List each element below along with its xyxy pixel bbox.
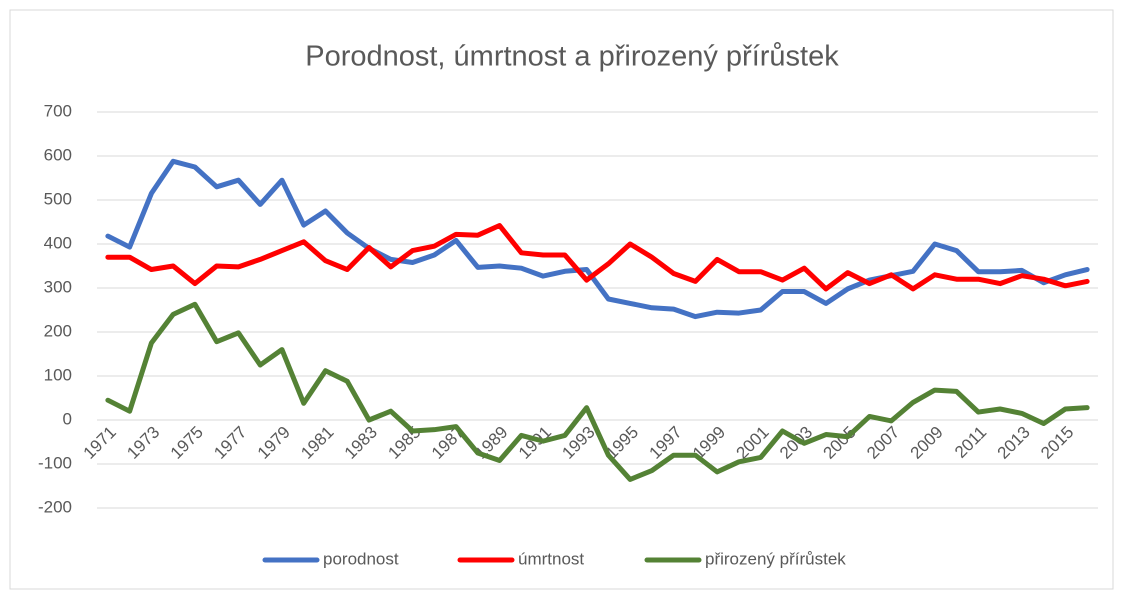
series-line <box>105 301 1090 482</box>
y-tick-label: 100 <box>44 365 72 384</box>
chart-border <box>9 9 1114 590</box>
chart-title: Porodnost, úmrtnost a přirozený přírůste… <box>305 41 839 73</box>
y-tick-label: 200 <box>44 321 72 340</box>
y-tick-label: 500 <box>44 189 72 208</box>
y-tick-label: 0 <box>63 409 72 428</box>
series-line <box>105 223 1090 292</box>
y-tick-label: 700 <box>44 101 72 120</box>
y-tick-label: -100 <box>38 453 72 472</box>
legend-label: porodnost <box>323 549 399 568</box>
legend-label: přirozený přírůstek <box>705 549 846 568</box>
legend-label: úmrtnost <box>518 549 584 568</box>
y-tick-label: 600 <box>44 145 72 164</box>
y-tick-label: 400 <box>44 233 72 252</box>
series-line <box>105 158 1090 320</box>
y-tick-label: 300 <box>44 277 72 296</box>
y-tick-label: -200 <box>38 497 72 516</box>
